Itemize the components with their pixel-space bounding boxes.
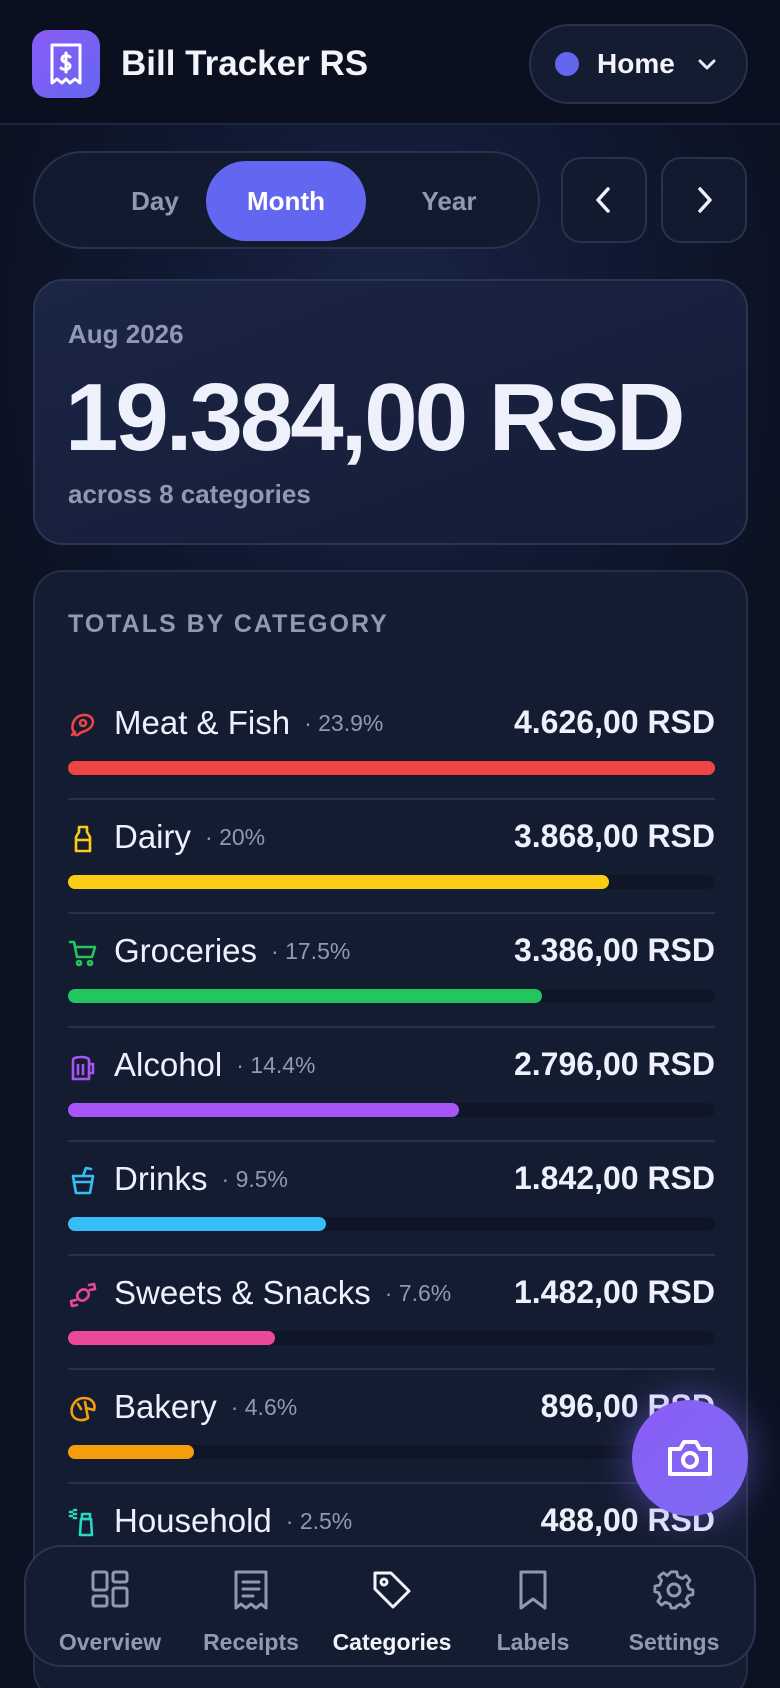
app-title: Bill Tracker RS — [121, 44, 369, 83]
category-name: Groceries · 17.5% — [114, 932, 351, 969]
categories-card: TOTALS BY CATEGORY Meat & Fish · 23.9% 4.… — [33, 570, 748, 1688]
chevron-down-icon — [698, 59, 716, 70]
chevron-left-icon — [596, 187, 610, 213]
category-row-groceries[interactable]: Groceries · 17.5% 3.386,00 RSD — [68, 914, 715, 1028]
divider — [68, 798, 715, 800]
tab-label: Overview — [58, 1629, 162, 1655]
category-name: Dairy · 20% — [114, 818, 266, 855]
category-amount: 3.386,00 RSD — [513, 932, 715, 968]
receipt-list-icon — [234, 1570, 268, 1610]
category-name: Household · 2.5% — [114, 1502, 353, 1539]
category-amount: 3.868,00 RSD — [513, 818, 715, 854]
tag-icon — [373, 1571, 411, 1609]
chevron-right-icon — [698, 187, 712, 213]
scan-receipt-button[interactable] — [632, 1400, 748, 1516]
progress-track — [68, 1217, 715, 1231]
progress-fill — [68, 1331, 276, 1345]
category-name: Alcohol · 14.4% — [114, 1046, 316, 1083]
divider — [68, 1140, 715, 1142]
camera-icon — [668, 1440, 712, 1476]
tab-label: Categories — [332, 1629, 452, 1655]
tab-receipts[interactable]: Receipts — [181, 1547, 321, 1669]
tab-label: Receipts — [203, 1629, 299, 1655]
spray-bottle-icon — [68, 1508, 94, 1537]
bookmark-icon — [519, 1570, 547, 1610]
category-percent: · 7.6% — [384, 1280, 452, 1306]
progress-fill — [68, 761, 715, 775]
period-segmented-control: Day Month Year — [33, 151, 540, 249]
category-amount: 1.482,00 RSD — [513, 1274, 715, 1310]
category-count: across 8 categories — [68, 479, 311, 509]
category-percent: · 17.5% — [271, 938, 351, 964]
previous-period-button[interactable] — [561, 157, 647, 243]
category-row-meat-fish[interactable]: Meat & Fish · 23.9% 4.626,00 RSD — [68, 686, 715, 800]
grid-icon — [91, 1570, 129, 1608]
category-percent: · 2.5% — [285, 1508, 353, 1534]
gear-icon — [653, 1570, 695, 1610]
progress-track — [68, 989, 715, 1003]
progress-fill — [68, 1445, 194, 1459]
category-row-dairy[interactable]: Dairy · 20% 3.868,00 RSD — [68, 800, 715, 914]
divider — [68, 1254, 715, 1256]
divider — [68, 1368, 715, 1370]
bottom-tab-bar: Overview Receipts Categories Labels Sett… — [24, 1545, 756, 1667]
category-amount: 2.796,00 RSD — [513, 1046, 715, 1082]
tab-day[interactable]: Day — [131, 185, 179, 216]
category-name: Drinks · 9.5% — [114, 1160, 288, 1197]
divider — [68, 912, 715, 914]
household-color-dot — [555, 52, 579, 76]
beer-mug-icon — [71, 1055, 95, 1081]
category-amount: 1.842,00 RSD — [513, 1160, 715, 1196]
cup-straw-icon — [71, 1166, 95, 1195]
category-row-alcohol[interactable]: Alcohol · 14.4% 2.796,00 RSD — [68, 1028, 715, 1142]
progress-fill — [68, 1217, 326, 1231]
next-period-button[interactable] — [661, 157, 747, 243]
progress-track — [68, 875, 715, 889]
category-name: Sweets & Snacks · 7.6% — [114, 1274, 452, 1311]
section-title: TOTALS BY CATEGORY — [68, 610, 389, 638]
category-name: Meat & Fish · 23.9% — [114, 704, 384, 741]
category-percent: · 23.9% — [304, 710, 384, 736]
category-percent: · 14.4% — [236, 1052, 316, 1078]
category-percent: · 4.6% — [230, 1394, 298, 1420]
shopping-cart-icon — [68, 940, 97, 967]
progress-track — [68, 761, 715, 775]
category-percent: · 20% — [205, 824, 266, 850]
tab-categories[interactable]: Categories — [322, 1547, 462, 1669]
household-selector[interactable]: Home — [529, 24, 748, 104]
croissant-icon — [70, 1396, 96, 1422]
progress-fill — [68, 875, 609, 889]
category-amount: 4.626,00 RSD — [513, 704, 715, 740]
tab-settings[interactable]: Settings — [604, 1547, 744, 1669]
household-label: Home — [597, 48, 675, 79]
category-row-drinks[interactable]: Drinks · 9.5% 1.842,00 RSD — [68, 1142, 715, 1256]
tab-overview[interactable]: Overview — [40, 1547, 180, 1669]
category-name: Bakery · 4.6% — [114, 1388, 298, 1425]
total-amount: 19.384,00 RSD — [65, 364, 685, 471]
receipt-icon — [32, 30, 100, 98]
progress-track — [68, 1445, 715, 1459]
progress-track — [68, 1103, 715, 1117]
progress-track — [68, 1331, 715, 1345]
summary-card: Aug 2026 19.384,00 RSD across 8 categori… — [33, 279, 748, 545]
category-percent: · 9.5% — [221, 1166, 288, 1192]
divider — [68, 1026, 715, 1028]
period-label: Aug 2026 — [68, 319, 184, 349]
category-row-bakery[interactable]: Bakery · 4.6% 896,00 RSD — [68, 1370, 715, 1484]
category-row-sweets-snacks[interactable]: Sweets & Snacks · 7.6% 1.482,00 RSD — [68, 1256, 715, 1370]
milk-bottle-icon — [74, 825, 92, 853]
divider — [68, 1482, 715, 1484]
candy-icon — [69, 1282, 97, 1308]
tab-label: Labels — [496, 1629, 570, 1655]
app-header: Bill Tracker RS Home — [0, 0, 780, 125]
tab-month[interactable]: Month — [206, 161, 366, 241]
progress-fill — [68, 1103, 459, 1117]
tab-label: Settings — [628, 1629, 720, 1655]
progress-fill — [68, 989, 542, 1003]
tab-labels[interactable]: Labels — [463, 1547, 603, 1669]
meat-icon — [70, 713, 95, 737]
tab-year[interactable]: Year — [421, 185, 477, 216]
